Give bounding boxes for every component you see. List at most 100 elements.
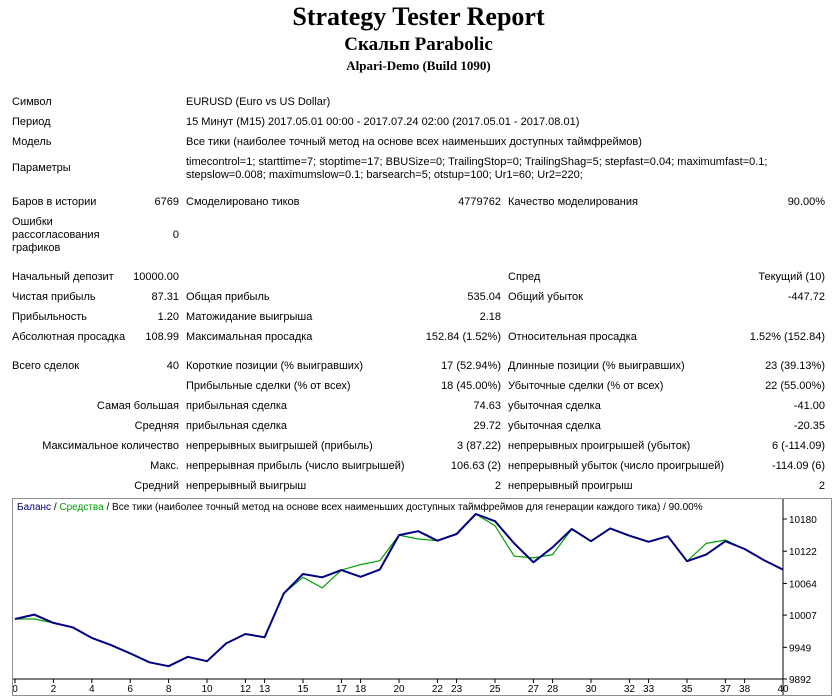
gross-profit-value: 535.04 (467, 291, 501, 303)
gross-profit-label: Общая прибыль (186, 291, 270, 303)
initial-deposit-value: 10000.00 (133, 271, 179, 283)
model-value: Все тики (наиболее точный метод на основ… (186, 136, 642, 148)
initial-deposit-label: Начальный депозит (12, 271, 114, 283)
legend-balance: Баланс (17, 502, 52, 513)
avg-consecutive-wins-value: 2 (494, 480, 501, 492)
average-label: Средняя (134, 420, 179, 432)
server-build: Alpari-Demo (Build 1090) (346, 58, 491, 73)
x-tick-label: 13 (259, 684, 271, 695)
profit-factor-value: 1.20 (157, 311, 179, 323)
max-consecutive-wins-value: 3 (87.22) (456, 440, 501, 452)
max-consecutive-profit-value: 106.63 (2) (450, 460, 501, 472)
balance-line (14, 513, 784, 668)
largest-label: Самая большая (96, 400, 179, 412)
y-tick-label: 10007 (789, 611, 817, 622)
period-label: Период (12, 116, 51, 128)
model-label: Модель (12, 136, 52, 148)
largest-profit-value: 74.63 (473, 400, 501, 412)
total-trades-label: Всего сделок (12, 360, 80, 372)
max-consecutive-losses-label: непрерывных проигрышей (убыток) (508, 440, 691, 452)
symbol-value: EURUSD (Euro vs US Dollar) (186, 96, 331, 108)
max-consecutive-profit-label: непрерывная прибыль (число выигрышей) (186, 460, 405, 472)
x-tick-label: 23 (451, 684, 463, 695)
x-tick-label: 0 (13, 684, 18, 695)
largest-loss-value: -41.00 (793, 400, 825, 412)
gross-loss-label: Общий убыток (508, 291, 583, 303)
loss-trades-value: 22 (55.00%) (765, 380, 825, 392)
largest-profit-label: прибыльная сделка (186, 400, 288, 412)
y-tick-label: 10180 (789, 515, 817, 526)
expected-payoff-value: 2.18 (479, 311, 501, 323)
chart-legend: Баланс / Средства / Все тики (наиболее т… (17, 502, 703, 514)
loss-trades-label: Убыточные сделки (% от всех) (508, 380, 664, 392)
quality-value: 90.00% (787, 196, 825, 208)
ticks-label: Смоделировано тиков (186, 196, 300, 208)
legend-model-info: Все тики (наиболее точный метод на основ… (112, 502, 703, 513)
average-loss-label: убыточная сделка (508, 420, 601, 432)
avg-consecutive-losses-value: 2 (818, 480, 825, 492)
maximal-drawdown-value: 152.84 (1.52%) (425, 331, 501, 343)
average-profit-label: прибыльная сделка (186, 420, 288, 432)
maximal-label: Макс. (150, 460, 179, 472)
y-tick-label: 9892 (789, 675, 812, 686)
short-positions-label: Короткие позиции (% выигравших) (186, 360, 364, 372)
period-value: 15 Минут (M15) 2017.05.01 00:00 - 2017.0… (186, 116, 580, 128)
x-tick-label: 2 (51, 684, 57, 695)
profit-trades-label: Прибыльные сделки (% от всех) (186, 380, 351, 392)
net-profit-label: Чистая прибыль (12, 291, 96, 303)
gross-loss-value: -447.72 (787, 291, 825, 303)
ticks-value: 4779762 (458, 196, 501, 208)
profit-factor-label: Прибыльность (12, 311, 87, 323)
expert-name: Скальп Parabolic (344, 34, 493, 55)
average-profit-value: 29.72 (473, 420, 501, 432)
long-positions-label: Длинные позиции (% выигравших) (508, 360, 685, 372)
profit-trades-value: 18 (45.00%) (441, 380, 501, 392)
long-positions-value: 23 (39.13%) (765, 360, 825, 372)
absolute-drawdown-value: 108.99 (145, 331, 179, 343)
avg-consecutive-wins-label: непрерывный выигрыш (186, 480, 307, 492)
quality-label: Качество моделирования (508, 196, 638, 208)
parameters-label: Параметры (12, 162, 71, 174)
x-tick-label: 35 (681, 684, 693, 695)
net-profit-value: 87.31 (151, 291, 179, 303)
x-tick-label: 15 (297, 684, 309, 695)
bars-value: 6769 (154, 196, 179, 208)
average-loss-value: -20.35 (793, 420, 825, 432)
mismatch-errors-label: Ошибки рассогласования графиков (12, 216, 100, 254)
bars-label: Баров в истории (12, 196, 97, 208)
x-tick-label: 33 (643, 684, 655, 695)
short-positions-value: 17 (52.94%) (441, 360, 501, 372)
legend-separator: / (51, 502, 60, 513)
max-consecutive-loss-label: непрерывный убыток (число проигрышей) (508, 460, 725, 472)
y-tick-label: 9949 (789, 643, 812, 654)
avg-consecutive-losses-label: непрерывный проигрыш (508, 480, 633, 492)
parameters-line-2: stepslow=0.008; maximumslow=0.1; barsear… (186, 169, 583, 181)
maximal-drawdown-label: Максимальная просадка (186, 331, 313, 343)
legend-equity: Средства (59, 502, 104, 513)
x-tick-label: 6 (127, 684, 133, 695)
total-trades-value: 40 (166, 360, 179, 372)
largest-loss-label: убыточная сделка (508, 400, 601, 412)
maximum-count-label: Максимальное количество (42, 440, 179, 452)
parameters-line-1: timecontrol=1; starttime=7; stoptime=17;… (186, 156, 768, 168)
x-tick-label: 22 (432, 684, 444, 695)
x-tick-label: 37 (720, 684, 732, 695)
x-tick-label: 38 (739, 684, 751, 695)
report-title: Strategy Tester Report (292, 2, 545, 31)
x-tick-label: 8 (166, 684, 172, 695)
max-consecutive-loss-value: -114.09 (6) (772, 460, 825, 472)
x-tick-label: 10 (201, 684, 213, 695)
x-tick-label: 27 (528, 684, 540, 695)
average-consecutive-label: Средний (134, 480, 179, 492)
x-tick-label: 32 (624, 684, 636, 695)
max-consecutive-wins-label: непрерывных выигрышей (прибыль) (186, 440, 373, 452)
expected-payoff-label: Матожидание выигрыша (186, 311, 313, 323)
legend-separator: / (103, 502, 113, 513)
x-tick-label: 17 (336, 684, 348, 695)
x-tick-label: 18 (355, 684, 367, 695)
absolute-drawdown-label: Абсолютная просадка (12, 331, 126, 343)
max-consecutive-losses-value: 6 (-114.09) (772, 440, 825, 452)
balance-chart-svg: 10180 10122 10064 10007 9949 9892 0 2 4 6 8 10 12 13 1… (13, 499, 817, 695)
relative-drawdown-value: 1.52% (152.84) (749, 331, 825, 343)
x-tick-label: 40 (777, 684, 789, 695)
